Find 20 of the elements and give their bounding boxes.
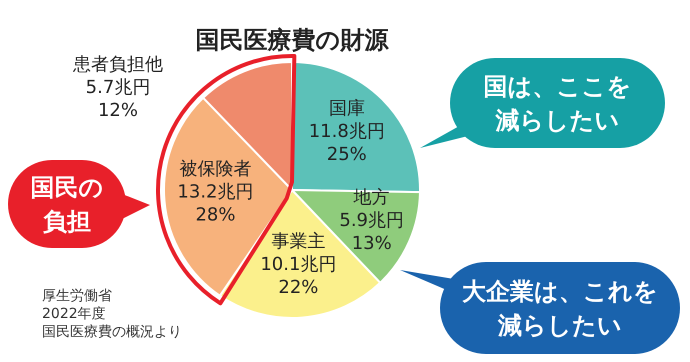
text: 減らしたい (494, 106, 620, 135)
data-label: 11.8兆円 25% (308, 121, 385, 166)
text: 減らしたい (497, 312, 622, 340)
data-label: 10.1兆円 22% (260, 254, 336, 298)
chart-title: 国民医療費の財源 (196, 26, 390, 54)
data-label: 5.7兆円 12% (86, 77, 150, 121)
slice-label: 事業主 (271, 231, 326, 252)
data-label: 13.2兆円 28% (177, 181, 254, 226)
text: 負担 (43, 208, 91, 236)
text: 国民医療費の概況より (42, 324, 182, 340)
text: 国民の (30, 174, 104, 202)
text: 国は、ここを (484, 72, 632, 101)
slice-label: 被保険者 (179, 158, 252, 180)
slice-label: 国庫 (328, 98, 365, 120)
text: 大企業は、これを (462, 278, 658, 306)
slice-label: 患者負担他 (72, 54, 163, 75)
slice-label: 地方 (352, 186, 390, 208)
data-label: 5.9兆円 13% (339, 210, 404, 254)
text: 2022年度 (42, 306, 106, 322)
text: 厚生労働省 (42, 288, 112, 304)
